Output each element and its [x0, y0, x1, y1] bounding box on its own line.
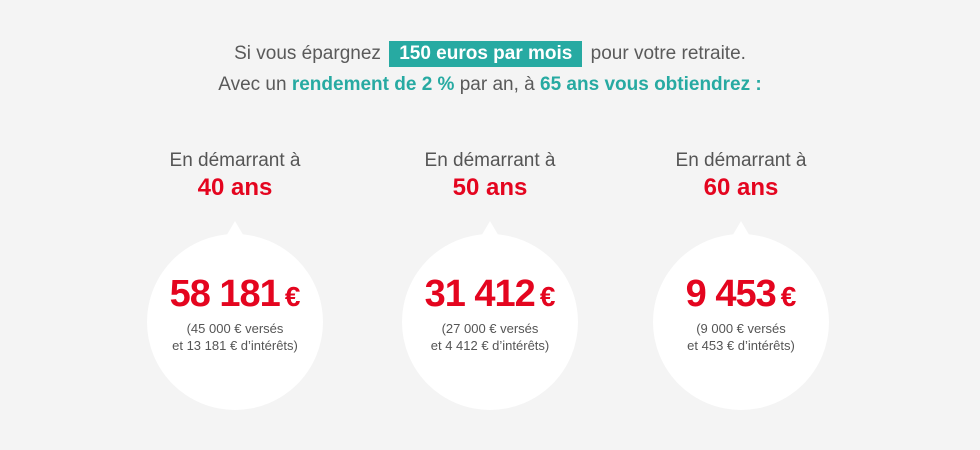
euro-symbol: €	[284, 281, 301, 312]
final-amount-value: 9 453	[685, 273, 777, 315]
breakdown-line-1: (27 000 € versés	[441, 321, 539, 336]
breakdown-line-1: (45 000 € versés	[186, 321, 284, 336]
scenario-40: En démarrant à 40 ans 58 181 € (45 000 € …	[145, 146, 325, 436]
rate-highlight: rendement de 2 %	[291, 74, 455, 95]
result-bubble: 9 453 € (9 000 € versés et 453 € d’intérê…	[651, 220, 831, 420]
euro-symbol: €	[780, 281, 797, 312]
breakdown-line-2: et 453 € d’intérêts)	[687, 338, 795, 353]
start-age: 40 ans	[197, 174, 273, 201]
speech-bubble-shape	[147, 221, 323, 410]
speech-bubble-shape	[653, 221, 829, 410]
breakdown-line-2: et 13 181 € d’intérêts)	[172, 338, 298, 353]
start-label: En démarrant à	[424, 150, 556, 171]
final-amount: 58 181 €	[135, 272, 335, 324]
euro-symbol: €	[539, 281, 556, 312]
age-result-highlight: 65 ans vous obtiendrez :	[540, 74, 762, 95]
breakdown-line-2: et 4 412 € d’intérêts)	[430, 338, 550, 353]
intro-line-1-after: pour votre retraite.	[590, 43, 746, 64]
intro-line-2-part-1: Avec un	[218, 74, 287, 95]
final-amount: 9 453 €	[641, 272, 841, 324]
amount-breakdown: (27 000 € versés et 4 412 € d’intérêts)	[400, 320, 580, 354]
scenario-50: En démarrant à 50 ans 31 412 € (27 000 € …	[400, 146, 580, 436]
start-age: 60 ans	[703, 174, 779, 201]
final-amount: 31 412 €	[390, 272, 590, 324]
intro-text: Si vous épargnez 150 euros par mois pour…	[0, 38, 980, 100]
amount-breakdown: (45 000 € versés et 13 181 € d’intérêts)	[145, 320, 325, 354]
scenario-60: En démarrant à 60 ans 9 453 € (9 000 € ve…	[651, 146, 831, 436]
final-amount-value: 58 181	[169, 273, 281, 315]
breakdown-line-1: (9 000 € versés	[696, 321, 786, 336]
speech-bubble-shape	[402, 221, 578, 410]
intro-line-2-part-2: par an, à	[459, 74, 535, 95]
result-bubble: 31 412 € (27 000 € versés et 4 412 € d’in…	[400, 220, 580, 420]
start-label: En démarrant à	[169, 150, 301, 171]
final-amount-value: 31 412	[424, 273, 536, 315]
amount-breakdown: (9 000 € versés et 453 € d’intérêts)	[651, 320, 831, 354]
result-bubble: 58 181 € (45 000 € versés et 13 181 € d’i…	[145, 220, 325, 420]
start-label: En démarrant à	[675, 150, 807, 171]
start-age: 50 ans	[452, 174, 528, 201]
monthly-amount-highlight: 150 euros par mois	[389, 41, 583, 67]
intro-line-2: Avec un rendement de 2 % par an, à 65 an…	[0, 69, 980, 100]
intro-line-1: Si vous épargnez 150 euros par mois pour…	[0, 38, 980, 69]
intro-line-1-before: Si vous épargnez	[234, 43, 381, 64]
